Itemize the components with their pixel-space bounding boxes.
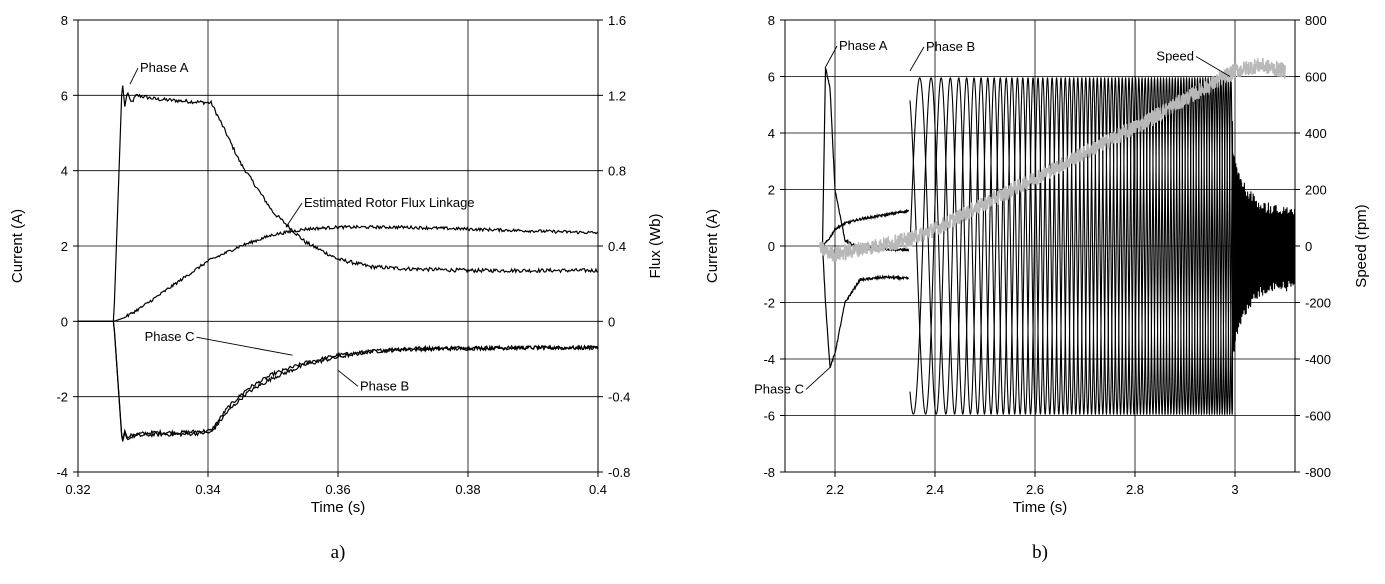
y-tick-label: -8 <box>763 465 775 480</box>
y2-axis-label: Flux (Wb) <box>647 214 664 279</box>
x-tick-label: 0.34 <box>195 482 220 497</box>
series-phase-a-startup <box>821 66 910 253</box>
annotation-label: Phase B <box>926 39 975 54</box>
series-phase-c-startup <box>821 245 910 368</box>
x-tick-label: 2.6 <box>1026 482 1044 497</box>
y-tick-label: 0 <box>61 314 68 329</box>
x-tick-label: 0.4 <box>589 482 607 497</box>
y-tick-label: 8 <box>768 13 775 28</box>
annotation-label: Speed <box>1156 49 1194 64</box>
y2-tick-label: 0.8 <box>608 164 626 179</box>
annotation-label: Estimated Rotor Flux Linkage <box>304 195 475 210</box>
annotation: Phase A <box>129 60 189 85</box>
annotation-label: Phase A <box>140 60 189 75</box>
series-phase-c-oscillation <box>909 76 1295 416</box>
annotation: Estimated Rotor Flux Linkage <box>285 195 475 228</box>
y2-tick-label: 0 <box>608 314 615 329</box>
y-tick-label: -6 <box>763 409 775 424</box>
annotation-leader <box>196 336 293 356</box>
y-tick-label: 6 <box>768 70 775 85</box>
y2-tick-label: -800 <box>1305 465 1331 480</box>
x-tick-label: 0.36 <box>325 482 350 497</box>
y-tick-label: 0 <box>768 239 775 254</box>
y2-tick-label: 1.6 <box>608 13 626 28</box>
y-axis-label: Current (A) <box>9 209 26 283</box>
annotation: Phase C <box>754 367 831 396</box>
y2-tick-label: 600 <box>1305 70 1327 85</box>
y2-tick-label: -200 <box>1305 296 1331 311</box>
annotation-leader <box>824 45 838 69</box>
y-tick-label: -4 <box>56 465 68 480</box>
series-estimated-rotor-flux-linkage <box>113 224 598 322</box>
plot-area <box>819 58 1295 416</box>
figure-caption: b) <box>1032 542 1048 563</box>
y-tick-label: 8 <box>61 13 68 28</box>
y-tick-label: 2 <box>768 183 775 198</box>
annotation-leader <box>805 367 831 390</box>
x-tick-label: 3 <box>1231 482 1238 497</box>
y2-tick-label: 0 <box>1305 239 1312 254</box>
annotation: Phase A <box>824 38 888 69</box>
chart-a: 0.32 0.34 0.36 0.38 0.4 -4 -2 0 2 4 6 8 -0.8 -0.4 0 0.4… <box>9 13 664 563</box>
annotation: Phase C <box>145 329 293 356</box>
x-axis-label: Time (s) <box>1013 499 1067 516</box>
y2-axis-label: Speed (rpm) <box>1353 204 1370 287</box>
annotation-leader <box>1195 56 1231 77</box>
tick-labels: 2.2 2.4 2.6 2.8 3 -8 -6 -4 -2 0 2 4 6 8 -800 -600 -400 -2… <box>763 13 1331 497</box>
y-tick-label: 6 <box>61 88 68 103</box>
y2-tick-label: 800 <box>1305 13 1327 28</box>
annotation-leader <box>337 369 359 387</box>
annotation-label: Phase C <box>754 381 804 396</box>
y2-tick-label: 0.4 <box>608 239 626 254</box>
annotation: Phase B <box>909 39 975 72</box>
y2-tick-label: 1.2 <box>608 88 626 103</box>
x-axis-label: Time (s) <box>311 499 365 516</box>
y2-tick-label: 400 <box>1305 126 1327 141</box>
x-tick-label: 2.4 <box>926 482 944 497</box>
x-tick-label: 0.38 <box>455 482 480 497</box>
annotation-label: Phase B <box>360 378 409 393</box>
figure-caption: a) <box>331 542 346 563</box>
x-tick-label: 2.8 <box>1126 482 1144 497</box>
annotation-leader <box>909 46 925 72</box>
y-tick-label: 2 <box>61 239 68 254</box>
series-phase-b-startup <box>822 208 910 248</box>
y2-tick-label: 200 <box>1305 183 1327 198</box>
y2-tick-label: -600 <box>1305 409 1331 424</box>
plot-area <box>78 85 598 442</box>
y2-tick-label: -0.4 <box>608 390 630 405</box>
x-tick-label: 0.32 <box>65 482 90 497</box>
y-tick-label: -2 <box>56 390 68 405</box>
annotation-label: Phase C <box>145 329 195 344</box>
series-phase-a-oscillation <box>909 76 1295 416</box>
x-tick-label: 2.2 <box>826 482 844 497</box>
annotation: Speed <box>1156 49 1231 77</box>
y2-tick-label: -400 <box>1305 352 1331 367</box>
y-tick-label: -4 <box>763 352 775 367</box>
grid <box>77 19 599 473</box>
series-speed <box>819 58 1286 262</box>
chart-b: 2.2 2.4 2.6 2.8 3 -8 -6 -4 -2 0 2 4 6 8 -800 -600 -400 -2… <box>704 13 1370 563</box>
y-tick-label: 4 <box>61 164 68 179</box>
annotation: Phase B <box>337 369 409 393</box>
series-phase-a <box>78 85 598 322</box>
y-tick-label: -2 <box>763 296 775 311</box>
y-tick-label: 4 <box>768 126 775 141</box>
series-phase-c <box>78 320 598 442</box>
y2-tick-label: -0.8 <box>608 465 630 480</box>
annotation-leader <box>129 67 139 85</box>
annotation-label: Phase A <box>839 38 888 53</box>
annotation-leader <box>285 202 303 228</box>
y-axis-label: Current (A) <box>704 209 721 283</box>
tick-labels: 0.32 0.34 0.36 0.38 0.4 -4 -2 0 2 4 6 8 -0.8 -0.4 0 0.4… <box>56 13 630 497</box>
